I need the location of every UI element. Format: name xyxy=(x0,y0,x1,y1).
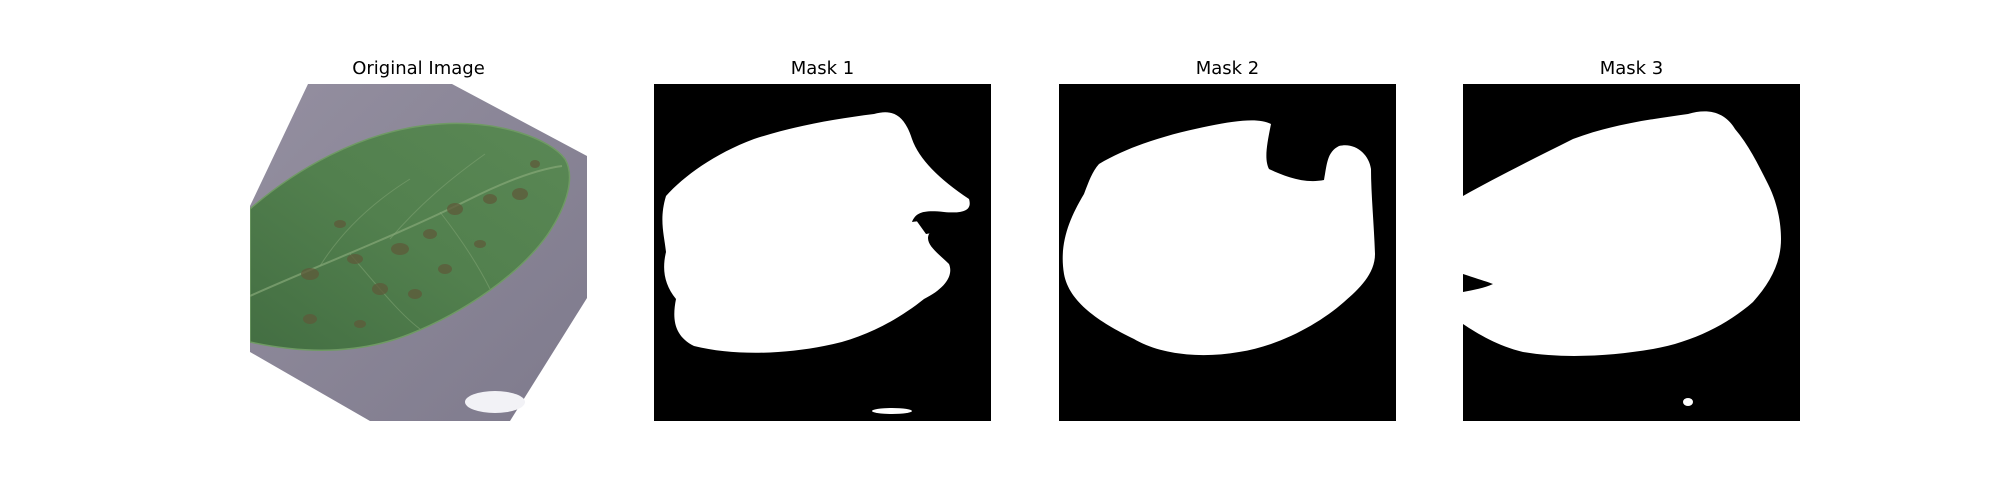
panel-title-mask-2: Mask 2 xyxy=(1195,58,1260,79)
mask-2-panel xyxy=(1059,84,1396,421)
mask-3-panel xyxy=(1463,84,1800,421)
mask-1-region xyxy=(662,112,970,353)
mask-3-image xyxy=(1463,84,1800,421)
mask-3-region xyxy=(1463,111,1781,356)
mask-1-noise xyxy=(872,408,912,414)
original-image xyxy=(250,84,587,421)
mask-3-noise xyxy=(1683,398,1693,406)
leaf-midrib xyxy=(250,165,563,297)
mask-1-image xyxy=(654,84,991,421)
panel-title-mask-3: Mask 3 xyxy=(1599,58,1664,79)
mask-1-panel xyxy=(654,84,991,421)
specular-highlight xyxy=(465,391,525,413)
leaf xyxy=(250,122,571,351)
panel-title-mask-1: Mask 1 xyxy=(790,58,855,79)
mask-2-image xyxy=(1059,84,1396,421)
mask-2-region xyxy=(1062,120,1375,356)
leaf-spots xyxy=(301,160,540,328)
panel-title-original-image: Original Image xyxy=(352,58,485,79)
original-image-panel xyxy=(250,84,587,421)
